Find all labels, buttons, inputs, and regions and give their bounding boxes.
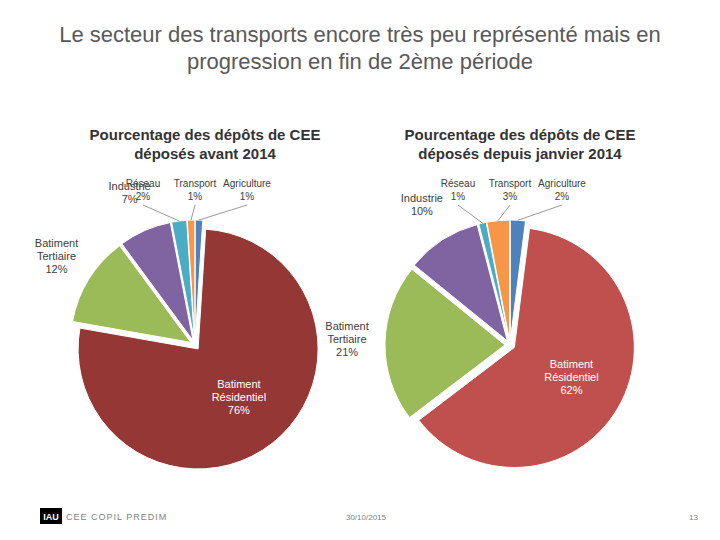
svg-text:30/10/2015: 30/10/2015 (346, 513, 387, 522)
svg-text:Le secteur des transports enco: Le secteur des transports encore très pe… (59, 22, 661, 74)
svg-text:Transport: Transport (174, 178, 217, 189)
svg-text:1%: 1% (451, 191, 466, 202)
svg-text:BatimentRésidentiel62%: BatimentRésidentiel62% (544, 358, 598, 396)
svg-text:IAU: IAU (43, 512, 59, 522)
svg-text:3%: 3% (503, 191, 518, 202)
svg-text:2%: 2% (136, 191, 151, 202)
svg-text:BatimentRésidentiel76%: BatimentRésidentiel76% (212, 378, 266, 416)
svg-text:Pourcentage des dépôts de CEEd: Pourcentage des dépôts de CEEdéposés ava… (90, 126, 321, 162)
svg-text:Industrie7%: Industrie7% (109, 180, 151, 205)
svg-text:2%: 2% (555, 191, 570, 202)
svg-text:1%: 1% (188, 191, 203, 202)
svg-text:Transport: Transport (489, 178, 532, 189)
svg-text:CEE COPIL PREDIM: CEE COPIL PREDIM (66, 512, 167, 522)
svg-text:Réseau: Réseau (441, 178, 475, 189)
svg-text:BatimentTertiaire21%: BatimentTertiaire21% (325, 320, 368, 358)
svg-text:Agriculture: Agriculture (223, 178, 271, 189)
svg-text:Agriculture: Agriculture (538, 178, 586, 189)
svg-text:13: 13 (689, 513, 698, 522)
svg-text:Industrie10%: Industrie10% (401, 192, 443, 217)
svg-text:Pourcentage des dépôts de CEEd: Pourcentage des dépôts de CEEdéposés dep… (405, 126, 636, 162)
svg-text:BatimentTertiaire12%: BatimentTertiaire12% (35, 237, 78, 275)
svg-text:1%: 1% (240, 191, 255, 202)
